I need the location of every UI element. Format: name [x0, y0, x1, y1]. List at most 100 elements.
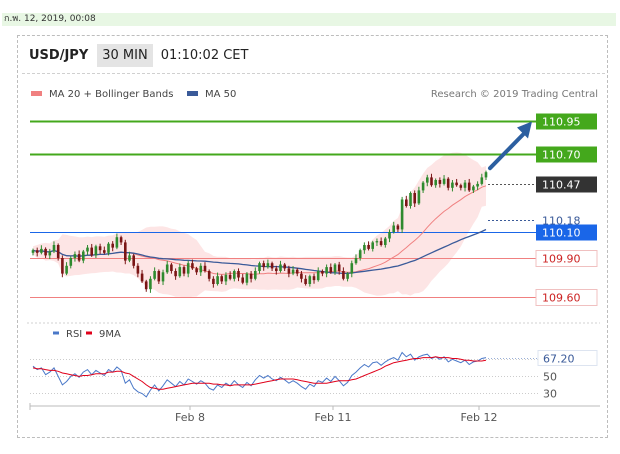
legend-label-9ma: 9MA — [99, 329, 121, 340]
bollinger-bands — [33, 152, 486, 298]
candle-body — [442, 178, 446, 184]
candle-body — [35, 250, 39, 253]
candle-body — [371, 242, 374, 249]
candle-body — [207, 271, 211, 279]
candle-body — [73, 254, 77, 258]
candle-body — [480, 177, 484, 184]
rsi-panel: RSI 9MA 30 50 67.20 — [27, 322, 600, 401]
candle-body — [111, 243, 114, 248]
candle-body — [396, 225, 400, 230]
rsi-tick-30: 30 — [543, 388, 557, 401]
candle-body — [44, 248, 47, 256]
candle-body — [115, 237, 119, 248]
candle-body — [258, 263, 261, 271]
chart-legend: MA 20 + Bollinger Bands MA 50 Research ©… — [31, 89, 598, 100]
x-axis: Feb 8 Feb 11 Feb 12 — [29, 403, 600, 424]
candle-body — [459, 185, 463, 188]
candle-body — [304, 278, 307, 284]
candle-body — [279, 264, 282, 271]
research-credit: Research © 2019 Trading Central — [431, 89, 598, 100]
rsi-value-label: 67.20 — [543, 353, 575, 366]
candle-body — [300, 273, 303, 279]
legend-label-rsi: RSI — [66, 329, 82, 340]
candle-body — [224, 274, 228, 282]
candle-body — [254, 271, 257, 279]
candle-body — [56, 245, 60, 258]
level-110-18-label: 110.18 — [542, 215, 581, 228]
candle-body — [283, 264, 286, 269]
candle-body — [358, 250, 362, 258]
candle-body — [434, 180, 437, 186]
candle-body — [170, 264, 173, 271]
candle-body — [405, 199, 408, 206]
candle-body — [388, 232, 391, 239]
candle-body — [384, 238, 387, 245]
candle-body — [262, 263, 265, 268]
candle-body — [103, 250, 106, 253]
candle-body — [220, 276, 223, 282]
candle-body — [203, 265, 207, 271]
level-110-70-label: 110.70 — [542, 149, 581, 162]
rsi-9ma-line — [32, 356, 487, 390]
level-110-10-label: 110.10 — [542, 227, 581, 240]
candle-body — [107, 243, 110, 253]
candle-body — [392, 225, 395, 232]
timestamp-bar: ก.พ. 12, 2019, 00:08 — [2, 13, 616, 26]
level-110-47-label: 110.47 — [542, 179, 581, 192]
candle-body — [65, 265, 68, 274]
candle-body — [52, 245, 56, 252]
candle-body — [354, 258, 358, 264]
candle-body — [149, 278, 152, 290]
candle-body — [144, 281, 148, 290]
candle-body — [316, 271, 320, 281]
candle-body — [342, 271, 345, 279]
candle-body — [241, 277, 244, 283]
instrument-pair: USD/JPY — [29, 47, 89, 63]
candle-body — [132, 255, 135, 266]
candle-body — [417, 190, 421, 204]
candle-body — [140, 273, 144, 282]
candle-body — [421, 182, 425, 191]
level-109-60-label: 109.60 — [542, 292, 581, 305]
forecast-arrow — [488, 121, 532, 171]
level-110-10-tag — [536, 224, 597, 241]
arrow-head — [517, 121, 532, 139]
candle-body — [245, 273, 249, 283]
chart-time: 01:10:02 CET — [160, 47, 249, 63]
candle-body — [363, 245, 366, 251]
candle-body — [308, 276, 312, 284]
candle-body — [350, 263, 354, 274]
x-tick-label-2: Feb 12 — [461, 411, 498, 424]
candle-body — [216, 276, 219, 284]
candle-body — [472, 186, 475, 191]
x-tick-label-0: Feb 8 — [175, 411, 205, 424]
candle-body — [94, 246, 98, 256]
candle-body — [321, 271, 324, 274]
candle-body — [191, 263, 194, 269]
arrow-shaft — [488, 129, 528, 171]
candle-body — [367, 245, 370, 249]
bollinger-band-area — [33, 152, 486, 298]
candle-body — [413, 193, 416, 204]
level-110-70-tag — [536, 146, 597, 163]
candle-body — [182, 267, 186, 274]
price-levels — [30, 120, 536, 298]
candle-body — [165, 264, 169, 273]
candle-body — [153, 271, 156, 279]
candle-body — [233, 271, 236, 279]
candle-body — [86, 247, 89, 252]
timestamp: ก.พ. 12, 2019, 00:08 — [4, 14, 96, 24]
candle-body — [375, 241, 379, 243]
candle-body — [476, 183, 479, 187]
chart-frame — [17, 35, 608, 438]
candle-body — [119, 237, 123, 243]
level-109-90-tag — [535, 250, 598, 267]
candle-body — [161, 272, 165, 282]
candle-body — [270, 263, 274, 269]
candle-body — [157, 271, 161, 282]
candle-body — [136, 265, 140, 274]
level-110-95-tag — [536, 113, 597, 130]
timeframe-badge[interactable]: 30 MIN — [97, 43, 153, 67]
candle-body — [426, 177, 429, 183]
